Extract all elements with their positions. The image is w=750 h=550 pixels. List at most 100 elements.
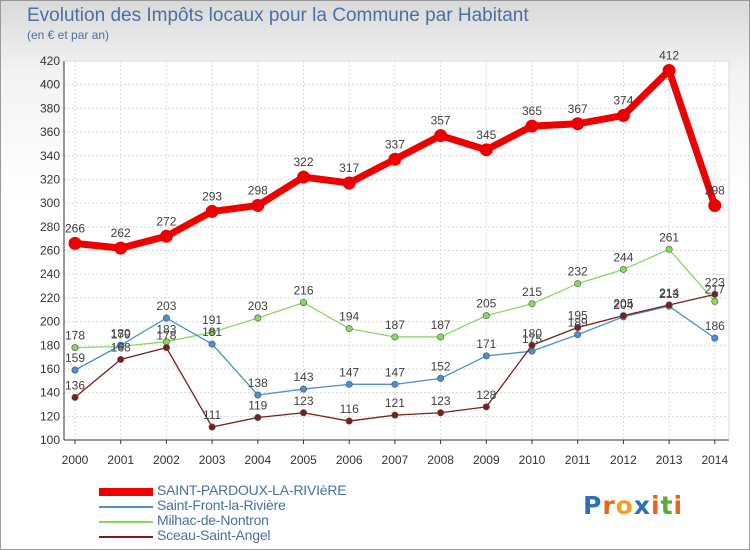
data-label-2: 187	[431, 318, 451, 332]
data-label-1: 175	[522, 332, 542, 346]
y-tick-label: 240	[40, 267, 60, 281]
y-tick-label: 360	[40, 125, 60, 139]
y-tick-label: 220	[40, 291, 60, 305]
data-point-2	[574, 280, 582, 288]
data-label-3: 116	[340, 402, 359, 416]
data-label-3: 123	[431, 394, 451, 408]
data-label-2: 232	[568, 265, 588, 279]
data-label-3: 123	[293, 394, 313, 408]
data-label-3: 205	[613, 297, 633, 311]
y-tick-label: 300	[40, 196, 60, 210]
data-label-3: 195	[568, 308, 588, 322]
data-point-1	[208, 340, 216, 348]
data-point-3	[437, 409, 445, 417]
x-tick-label: 2002	[153, 453, 180, 467]
data-label-3: 168	[111, 340, 131, 354]
data-label-0: 298	[705, 183, 725, 197]
x-tick-label: 2010	[519, 453, 546, 467]
data-point-0	[251, 198, 265, 212]
data-label-1: 171	[476, 337, 496, 351]
data-point-0	[114, 241, 128, 255]
logo-letter: o	[615, 491, 634, 520]
x-tick-label: 2011	[565, 453, 591, 467]
data-label-2: 216	[293, 284, 313, 298]
data-label-2: 187	[385, 318, 405, 332]
data-point-1	[71, 366, 79, 374]
data-point-3	[665, 301, 673, 309]
data-point-3	[619, 312, 627, 320]
y-tick-label: 320	[40, 172, 60, 186]
data-point-3	[574, 323, 582, 331]
data-label-1: 138	[248, 376, 268, 390]
data-point-2	[437, 333, 445, 341]
data-point-2	[711, 297, 719, 305]
data-label-3: 178	[156, 329, 176, 343]
y-tick-label: 100	[40, 433, 60, 447]
data-label-1: 152	[431, 359, 451, 373]
data-point-0	[525, 119, 539, 133]
data-label-3: 223	[705, 275, 725, 289]
data-point-0	[205, 204, 219, 218]
logo-letter: r	[602, 491, 616, 520]
y-tick-label: 420	[40, 54, 60, 68]
data-label-1: 180	[111, 326, 131, 340]
x-tick-label: 2007	[382, 453, 409, 467]
data-label-1: 159	[65, 351, 85, 365]
data-point-0	[434, 129, 448, 143]
legend-swatch	[99, 488, 153, 496]
data-point-3	[299, 409, 307, 417]
x-tick-label: 2009	[473, 453, 500, 467]
y-tick-label: 280	[40, 220, 60, 234]
data-point-3	[528, 341, 536, 349]
data-label-2: 194	[339, 310, 359, 324]
data-point-1	[711, 334, 719, 342]
x-tick-label: 2005	[290, 453, 317, 467]
data-point-2	[71, 344, 79, 352]
data-label-2: 217	[705, 282, 725, 296]
data-label-2: 203	[248, 299, 268, 313]
data-label-1: 203	[156, 299, 176, 313]
data-point-0	[616, 108, 630, 122]
data-label-2: 244	[613, 250, 633, 264]
data-point-3	[345, 417, 353, 425]
data-point-1	[299, 385, 307, 393]
data-label-3: 136	[65, 378, 85, 392]
y-tick-label: 340	[40, 149, 60, 163]
y-tick-label: 160	[40, 362, 60, 376]
data-point-1	[482, 352, 490, 360]
data-label-2: 261	[659, 230, 679, 244]
data-label-3: 128	[476, 388, 496, 402]
x-tick-label: 2013	[656, 453, 683, 467]
data-point-2	[528, 300, 536, 308]
legend-label: SAINT-PARDOUX-LA-RIVIèRE	[157, 482, 347, 498]
data-label-1: 186	[705, 319, 725, 333]
data-point-0	[159, 229, 173, 243]
data-point-1	[117, 341, 125, 349]
data-label-0: 293	[202, 189, 222, 203]
data-point-3	[162, 344, 170, 352]
data-point-0	[708, 198, 722, 212]
x-tick-label: 2004	[244, 453, 271, 467]
data-label-1: 189	[568, 316, 588, 330]
data-point-3	[117, 355, 125, 363]
data-label-0: 317	[339, 161, 359, 175]
y-tick-label: 200	[40, 315, 60, 329]
data-point-3	[254, 413, 262, 421]
x-tick-label: 2001	[107, 453, 134, 467]
data-point-3	[711, 290, 719, 298]
data-label-2: 178	[65, 329, 85, 343]
data-label-2: 191	[202, 313, 222, 327]
legend-label: Sceau-Saint-Angel	[157, 527, 271, 543]
logo-letter: i	[673, 491, 684, 520]
data-label-0: 365	[522, 104, 542, 118]
data-label-0: 322	[293, 155, 313, 169]
data-label-0: 298	[248, 183, 268, 197]
data-point-1	[254, 391, 262, 399]
data-label-1: 181	[202, 325, 222, 339]
data-point-2	[299, 299, 307, 307]
data-label-0: 374	[613, 93, 633, 107]
logo-letter: P	[583, 491, 603, 520]
chart-subtitle: (en € et par an)	[27, 28, 110, 42]
data-point-1	[574, 331, 582, 339]
y-tick-label: 260	[40, 244, 60, 258]
